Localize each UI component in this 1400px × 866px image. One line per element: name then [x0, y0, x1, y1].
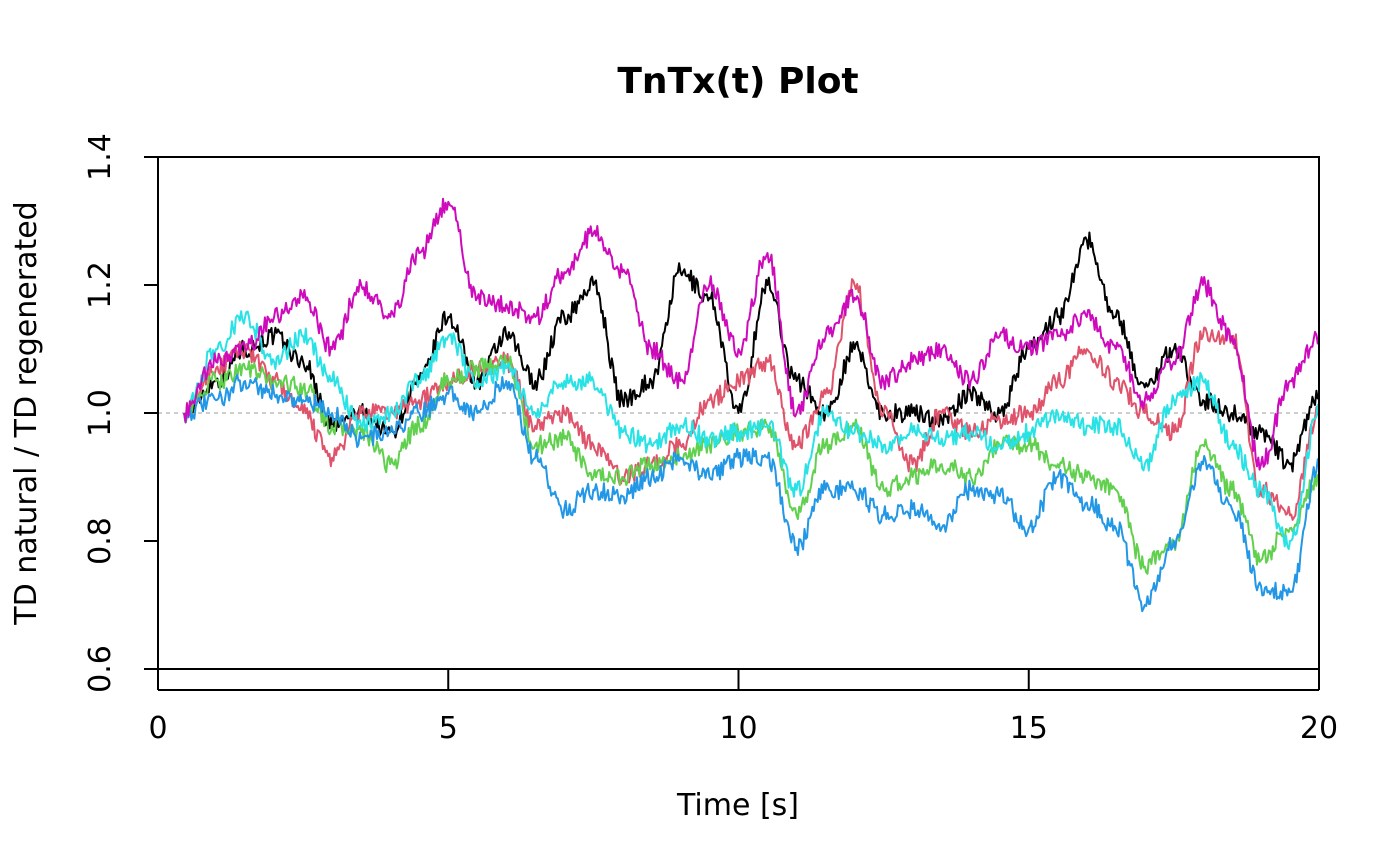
y-tick-label: 0.8	[83, 517, 118, 565]
x-tick-label: 0	[148, 711, 167, 746]
series-line-4	[183, 373, 1320, 613]
x-tick-label: 15	[1010, 711, 1048, 746]
y-tick-label: 1.0	[83, 389, 118, 437]
x-tick-label: 5	[439, 711, 458, 746]
chart-title: TnTx(t) Plot	[617, 61, 858, 102]
series-line-2	[183, 278, 1320, 521]
y-axis-label: TD natural / TD regenerated	[9, 201, 44, 625]
series-layer	[183, 197, 1320, 613]
y-tick-label: 1.2	[83, 261, 118, 309]
x-tick-label: 20	[1300, 711, 1338, 746]
y-tick-label: 1.4	[83, 133, 118, 181]
series-line-5	[183, 310, 1320, 551]
x-tick-label: 10	[719, 711, 757, 746]
y-tick-label: 0.6	[83, 645, 118, 693]
series-line-6	[183, 197, 1320, 471]
x-axis: 0 5 10 15 20	[148, 669, 1338, 746]
y-axis: 0.6 0.8 1.0 1.2 1.4	[83, 133, 159, 693]
x-axis-label: Time [s]	[676, 788, 799, 823]
